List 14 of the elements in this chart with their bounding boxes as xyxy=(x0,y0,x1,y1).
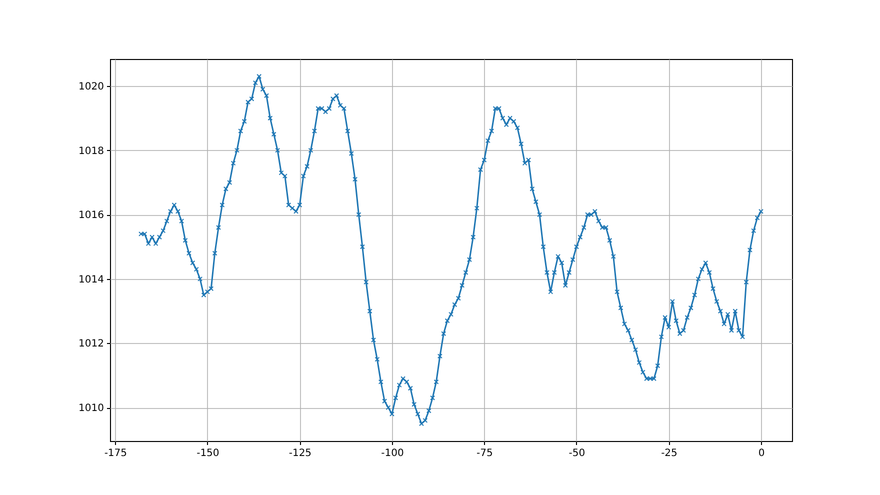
x-tick-label: -50 xyxy=(568,448,586,459)
x-tick-label: -150 xyxy=(196,448,220,459)
x-tick-label: -125 xyxy=(288,448,312,459)
y-tick-label: 1020 xyxy=(78,82,104,93)
y-tick-label: 1010 xyxy=(78,403,104,414)
y-tick-label: 1012 xyxy=(78,338,104,350)
y-tick-label: 1016 xyxy=(78,210,104,222)
y-tick-label: 1018 xyxy=(78,146,104,157)
x-tick-label: -25 xyxy=(661,448,678,459)
y-tick-label: 1014 xyxy=(78,274,104,286)
x-tick-label: -175 xyxy=(104,448,128,459)
x-tick-label: 0 xyxy=(758,448,765,459)
x-tick-label: -100 xyxy=(381,448,404,459)
x-tick-label: -75 xyxy=(476,448,493,459)
